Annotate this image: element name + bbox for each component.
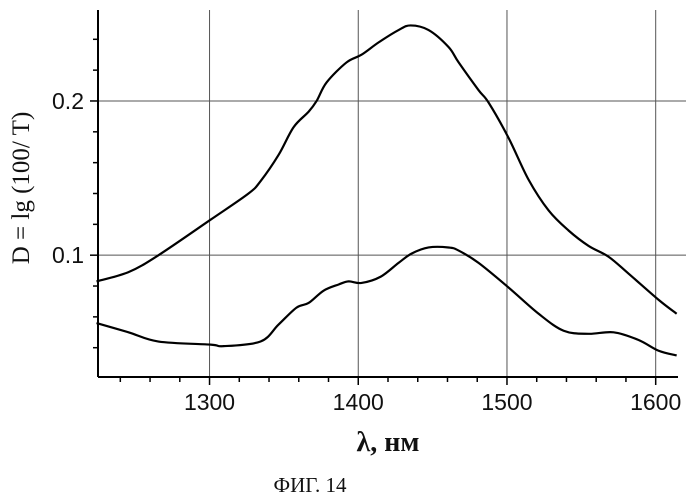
y-tick-label: 0.1: [52, 242, 84, 268]
tick-labels: 1300 1400 1500 1600 0.1 0.2: [52, 88, 681, 415]
x-tick-label: 1600: [630, 389, 681, 415]
x-tick-label: 1400: [333, 389, 384, 415]
series-layer: [96, 24, 678, 357]
series-line-upper: [96, 24, 678, 315]
grid: [98, 10, 686, 377]
figure-caption: ФИГ. 14: [273, 473, 347, 497]
x-tick-label: 1500: [481, 389, 532, 415]
y-tick-label: 0.2: [52, 88, 84, 114]
x-tick-label: 1300: [184, 389, 235, 415]
series-line-lower: [96, 245, 677, 357]
axes: [90, 10, 678, 385]
x-axis-label: λ, нм: [357, 427, 420, 458]
y-axis-label: D = lg (100/ T): [8, 112, 35, 265]
